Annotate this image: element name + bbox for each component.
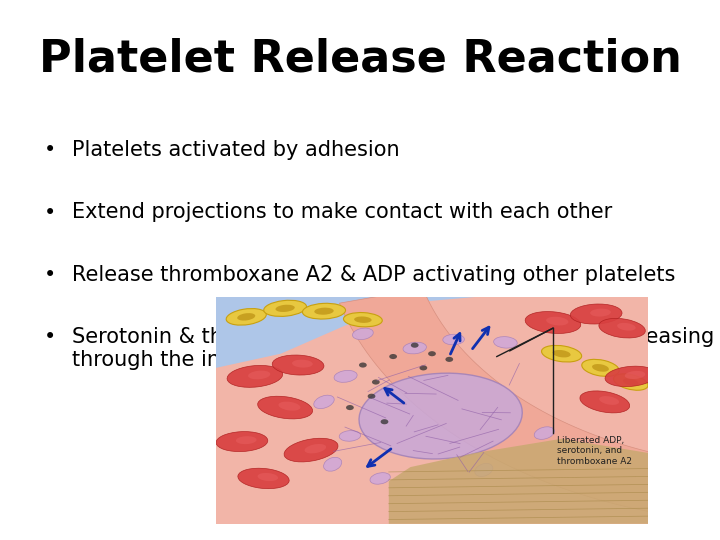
Text: Extend projections to make contact with each other: Extend projections to make contact with … [72,202,612,222]
Circle shape [411,343,418,348]
Ellipse shape [236,436,256,444]
Circle shape [381,419,388,424]
Circle shape [420,366,427,370]
Ellipse shape [599,396,619,405]
Ellipse shape [343,313,382,327]
Circle shape [368,394,375,399]
Polygon shape [389,438,648,524]
Ellipse shape [302,303,346,319]
Text: Platelet Release Reaction: Platelet Release Reaction [39,38,681,81]
Ellipse shape [279,402,300,411]
Ellipse shape [534,427,554,440]
Ellipse shape [623,379,639,386]
Ellipse shape [272,355,324,375]
Text: •: • [44,202,57,222]
Ellipse shape [359,373,522,459]
Circle shape [359,362,366,368]
Ellipse shape [237,313,256,321]
Ellipse shape [305,444,326,454]
Ellipse shape [354,316,372,323]
Ellipse shape [284,438,338,462]
Ellipse shape [276,305,294,312]
Text: Liberated ADP,
serotonin, and
thromboxane A2: Liberated ADP, serotonin, and thromboxan… [557,436,632,465]
Ellipse shape [258,473,278,481]
Circle shape [390,354,397,359]
Ellipse shape [353,328,373,340]
Ellipse shape [494,336,517,348]
Polygon shape [216,297,475,368]
Ellipse shape [617,323,636,330]
Ellipse shape [264,300,307,316]
Ellipse shape [541,346,582,362]
Circle shape [372,380,379,384]
Ellipse shape [570,304,622,324]
Ellipse shape [625,371,645,379]
Text: •: • [44,265,57,285]
Ellipse shape [403,342,426,354]
Ellipse shape [590,308,611,316]
Ellipse shape [605,366,657,387]
Ellipse shape [226,308,266,325]
Text: Serotonin & thromboxane A2 are vasoconstrictors decreasing blood flow
through th: Serotonin & thromboxane A2 are vasoconst… [72,327,720,370]
Ellipse shape [525,312,581,334]
Circle shape [428,351,436,356]
Ellipse shape [474,463,493,476]
FancyBboxPatch shape [216,297,648,524]
Ellipse shape [370,472,390,484]
Ellipse shape [599,319,645,338]
Ellipse shape [238,468,289,489]
Ellipse shape [248,370,270,379]
Text: •: • [44,140,57,160]
Ellipse shape [582,359,619,376]
Ellipse shape [552,350,571,357]
Ellipse shape [580,391,630,413]
Polygon shape [339,288,720,524]
Ellipse shape [315,308,333,315]
Ellipse shape [334,370,357,382]
Circle shape [446,357,453,362]
Text: Release thromboxane A2 & ADP activating other platelets: Release thromboxane A2 & ADP activating … [72,265,675,285]
Ellipse shape [546,317,568,326]
Ellipse shape [592,364,609,372]
Ellipse shape [613,374,648,390]
Ellipse shape [323,457,342,471]
Ellipse shape [258,396,312,419]
Text: Platelets activated by adhesion: Platelets activated by adhesion [72,140,400,160]
Circle shape [346,405,354,410]
Ellipse shape [216,431,268,451]
Ellipse shape [227,366,283,387]
Ellipse shape [314,395,334,409]
Ellipse shape [292,360,312,368]
Ellipse shape [443,334,464,345]
Text: •: • [44,327,57,347]
Ellipse shape [339,430,361,441]
